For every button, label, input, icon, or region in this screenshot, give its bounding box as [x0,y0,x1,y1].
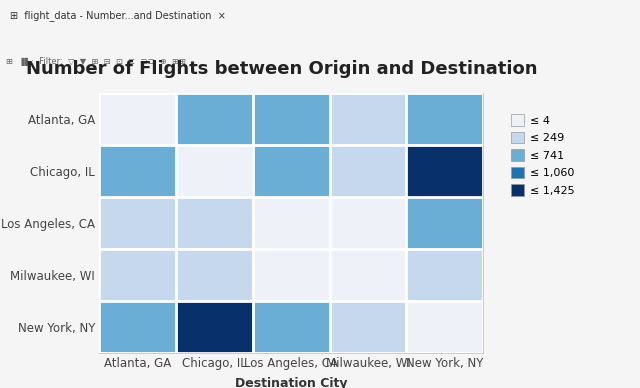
Text: ⊞  flight_data - Number...and Destination  ×: ⊞ flight_data - Number...and Destination… [10,10,225,21]
X-axis label: Destination City: Destination City [235,377,348,388]
Text: Number of Flights between Origin and Destination: Number of Flights between Origin and Des… [26,60,538,78]
Text: ⊞  ▐▌·  Filter:  ▽  ▼  ⊞  ⊟  ⊡  ⊏  ⊐⊐  ⊕  ⊞⊞: ⊞ ▐▌· Filter: ▽ ▼ ⊞ ⊟ ⊡ ⊏ ⊐⊐ ⊕ ⊞⊞ [6,57,186,66]
Legend: ≤ 4, ≤ 249, ≤ 741, ≤ 1,060, ≤ 1,425: ≤ 4, ≤ 249, ≤ 741, ≤ 1,060, ≤ 1,425 [511,114,575,196]
